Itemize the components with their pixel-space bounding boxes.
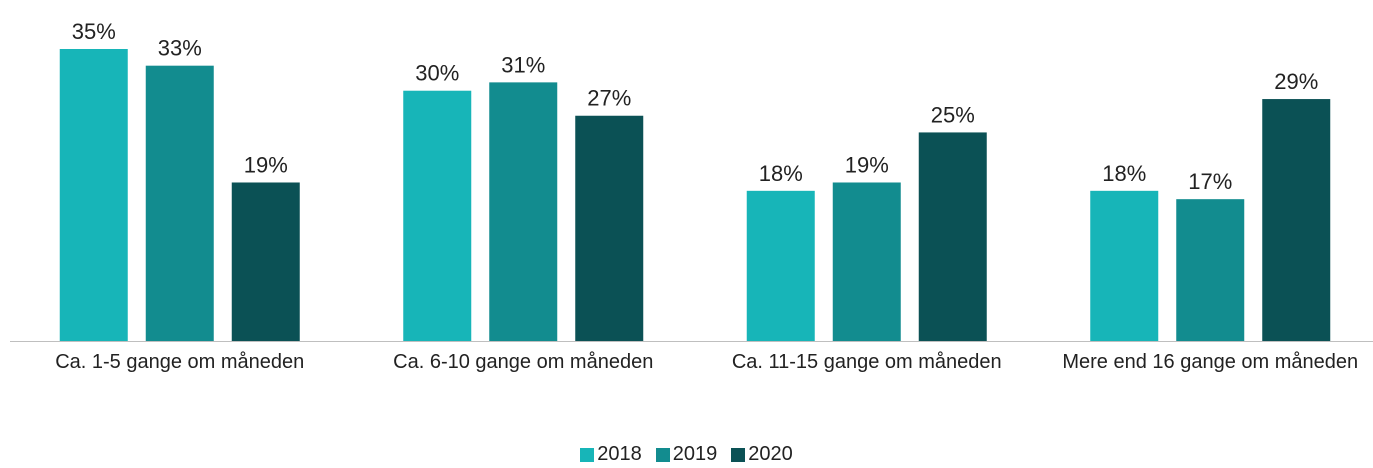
bar (231, 182, 300, 341)
data-label: 30% (415, 61, 459, 86)
x-tick-label: Ca. 6-10 gange om måneden (393, 351, 654, 373)
data-label: 19% (845, 152, 889, 177)
bar (1262, 99, 1331, 341)
x-tick-label: Ca. 1-5 gange om måneden (55, 351, 305, 373)
data-label: 27% (587, 86, 631, 111)
bar (489, 82, 558, 341)
legend-item: 2019 (655, 443, 718, 466)
bar (575, 115, 644, 341)
bar (1176, 199, 1245, 341)
legend-label: 2019 (672, 443, 718, 465)
data-label: 18% (1102, 161, 1146, 186)
legend-swatch (655, 447, 670, 462)
bar (832, 182, 901, 341)
x-tick-label: Ca. 11-15 gange om måneden (731, 351, 1002, 373)
data-label: 17% (1188, 169, 1232, 194)
legend-label: 2020 (748, 443, 793, 465)
bar (918, 132, 987, 341)
legend-item: 2020 (731, 443, 793, 466)
x-tick-label: Mere end 16 gange om måneden (1062, 351, 1359, 373)
legend-item: 2018 (580, 443, 642, 466)
bar (145, 65, 214, 341)
data-label: 29% (1274, 69, 1318, 94)
data-label: 35% (72, 19, 116, 44)
data-label: 19% (244, 152, 288, 177)
bar (1090, 190, 1159, 341)
legend-swatch (580, 447, 595, 462)
data-label: 18% (759, 161, 803, 186)
bar (746, 190, 815, 341)
data-label: 33% (158, 36, 202, 61)
legend-swatch (731, 447, 746, 462)
data-label: 25% (931, 102, 975, 127)
bar (59, 49, 128, 341)
legend-label: 2018 (597, 443, 642, 465)
bar (403, 90, 472, 341)
legend: 2018 2019 2020 (0, 443, 1373, 466)
data-label: 31% (501, 52, 545, 77)
